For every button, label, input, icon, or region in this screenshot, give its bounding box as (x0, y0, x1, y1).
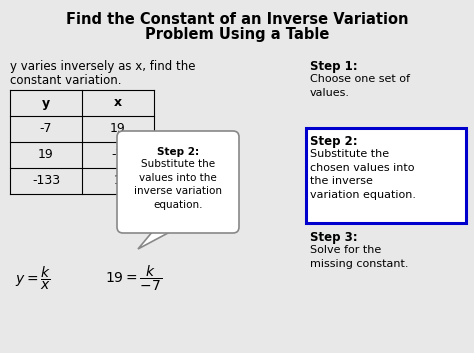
Text: Solve for the
missing constant.: Solve for the missing constant. (310, 245, 409, 269)
Text: $y=\dfrac{k}{x}$: $y=\dfrac{k}{x}$ (15, 264, 51, 292)
Text: y varies inversely as x, find the: y varies inversely as x, find the (10, 60, 195, 73)
Text: 1: 1 (114, 174, 122, 187)
Text: y: y (42, 96, 50, 109)
Text: Substitute the
chosen values into
the inverse
variation equation.: Substitute the chosen values into the in… (310, 149, 416, 200)
Text: Substitute the
values into the
inverse variation
equation.: Substitute the values into the inverse v… (134, 159, 222, 210)
Polygon shape (158, 223, 183, 227)
Polygon shape (138, 225, 183, 249)
FancyBboxPatch shape (306, 128, 466, 223)
Text: 19: 19 (38, 149, 54, 162)
Text: Step 2:: Step 2: (157, 147, 199, 157)
FancyBboxPatch shape (117, 131, 239, 233)
Text: x: x (114, 96, 122, 109)
Text: Step 1:: Step 1: (310, 60, 357, 73)
Text: Choose one set of
values.: Choose one set of values. (310, 74, 410, 98)
Text: Step 3:: Step 3: (310, 231, 357, 244)
Text: 19: 19 (110, 122, 126, 136)
Text: -7: -7 (40, 122, 52, 136)
Text: Find the Constant of an Inverse Variation: Find the Constant of an Inverse Variatio… (66, 12, 408, 27)
Text: Problem Using a Table: Problem Using a Table (145, 27, 329, 42)
Text: -7: -7 (112, 149, 124, 162)
Text: -133: -133 (32, 174, 60, 187)
Text: constant variation.: constant variation. (10, 74, 121, 87)
Text: Step 2:: Step 2: (310, 135, 357, 148)
Text: $19=\dfrac{k}{-7}$: $19=\dfrac{k}{-7}$ (105, 263, 162, 293)
